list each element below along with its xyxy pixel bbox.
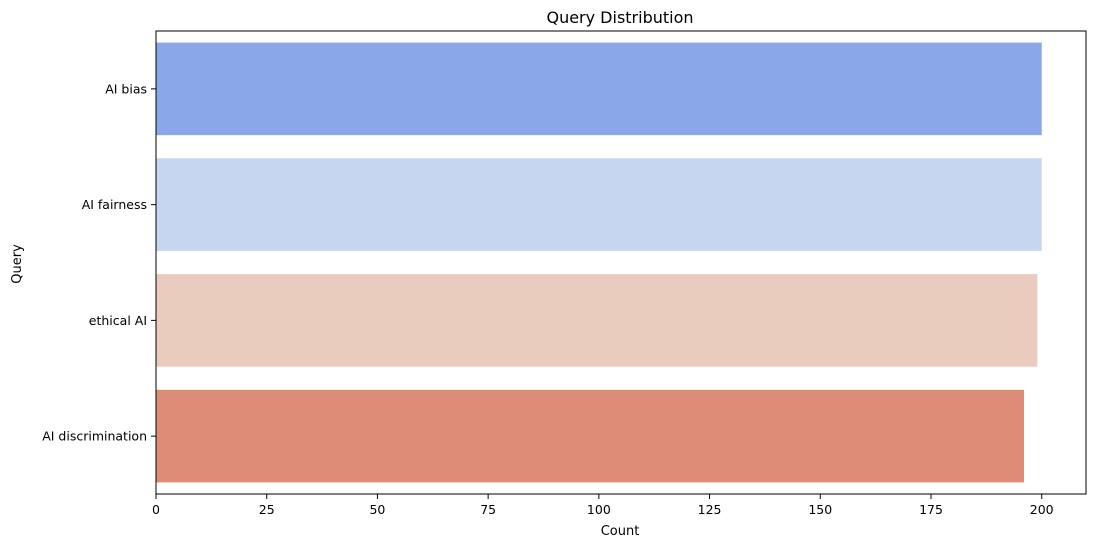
x-tick-label: 125 <box>698 502 722 517</box>
x-tick-label: 25 <box>259 502 275 517</box>
x-axis-label: Count <box>601 524 640 539</box>
y-ticks-layer: AI bias AI fairness ethical AI AI discrimin… <box>42 81 156 444</box>
x-tick-label: 50 <box>369 502 385 517</box>
bar-ai-fairness <box>156 158 1042 251</box>
y-tick-label: ethical AI <box>89 313 147 328</box>
x-tick-label: 0 <box>152 502 160 517</box>
chart-title: Query Distribution <box>546 8 693 27</box>
plot-frame <box>155 30 1087 495</box>
x-tick-label: 75 <box>480 502 496 517</box>
bars-layer <box>156 42 1042 483</box>
y-tick-label: AI fairness <box>82 197 147 212</box>
y-axis-label: Query <box>10 244 25 284</box>
x-ticks-layer: 0 25 50 75 100 125 150 175 200 <box>152 494 1054 517</box>
x-tick-label: 200 <box>1030 502 1054 517</box>
bar-ethical-ai <box>156 274 1038 367</box>
x-tick-label: 150 <box>808 502 832 517</box>
bar-ai-discrimination <box>156 389 1024 483</box>
x-tick-label: 100 <box>587 502 611 517</box>
y-tick-label: AI discrimination <box>42 429 147 444</box>
x-tick-label: 175 <box>919 502 943 517</box>
bar-ai-bias <box>156 42 1042 136</box>
y-tick-label: AI bias <box>105 81 147 96</box>
